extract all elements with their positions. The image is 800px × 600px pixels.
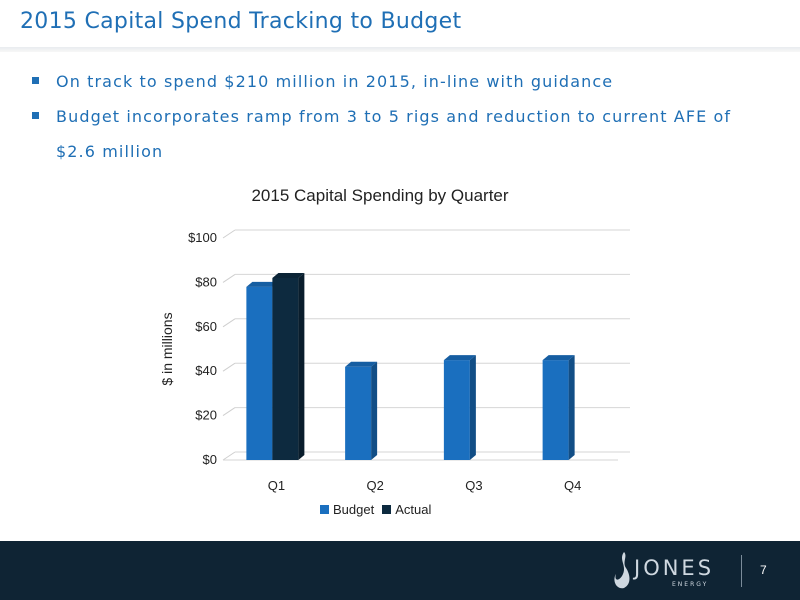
x-tick-label: Q3 [465,478,482,493]
logo-wordmark: JONES [634,556,715,580]
legend-label-actual: Actual [395,502,432,517]
legend-swatch-budget [320,505,329,514]
chart-legend: Budget Actual [320,502,431,517]
title-divider [0,47,800,52]
bullet-text: On track to spend $210 million in 2015, … [56,72,614,91]
x-tick-label: Q4 [564,478,581,493]
bullet-item: Budget incorporates ramp from 3 to 5 rig… [30,99,770,169]
bullet-text: Budget incorporates ramp from 3 to 5 rig… [56,107,732,161]
y-tick-label: $0 [203,452,217,467]
footer-bar: JONES ENERGY 7 [0,541,800,600]
legend-swatch-actual [382,505,392,514]
y-tick-label: $80 [195,274,217,289]
bar-top-budget [542,355,575,361]
y-tick-label: $60 [195,319,217,334]
legend-label-budget: Budget [333,502,375,517]
bar-side-budget [469,355,476,460]
bar-top-budget [246,281,279,287]
legend-item-actual: Actual [382,502,431,517]
x-tick-label: Q1 [268,478,285,493]
gridline-depth [222,407,236,417]
bar-side-budget [568,355,575,460]
y-tick-label: $100 [188,230,217,245]
bullet-square-icon [32,77,39,84]
gridline-depth [222,451,236,461]
bar-budget [246,286,273,460]
page-number: 7 [760,563,767,577]
bar-budget [443,360,470,460]
x-tick-label: Q2 [366,478,383,493]
y-tick-label: $20 [195,408,217,423]
bar-side-budget [371,361,378,460]
bar-top-actual [272,272,305,278]
bar-side-actual [298,272,305,460]
company-logo: JONES ENERGY [610,550,738,592]
bullet-item: On track to spend $210 million in 2015, … [30,64,770,99]
gridline-depth [222,318,236,328]
bullet-list: On track to spend $210 million in 2015, … [30,64,770,169]
y-tick-label: $40 [195,363,217,378]
bar-actual [272,277,299,460]
footer-divider [741,555,742,587]
gridline-depth [222,273,236,283]
bar-top-budget [345,361,378,367]
gridline-depth [222,362,236,372]
bullet-square-icon [32,112,39,119]
bar-budget [542,360,569,460]
legend-item-budget: Budget [320,502,374,517]
slide-title: 2015 Capital Spend Tracking to Budget [20,9,462,34]
logo-swirl-icon [614,552,630,589]
bar-top-budget [443,355,476,361]
y-axis-label: $ in millions [159,312,175,385]
bar-budget [345,366,372,460]
title-bar: 2015 Capital Spend Tracking to Budget [0,0,800,48]
bar-chart: $0 $20 $40 $60 $80 $100 $ in millions Q1 Q2 Q3 Q4 [159,229,630,493]
logo-subtext: ENERGY [672,581,709,588]
gridline-depth [222,229,236,239]
chart-title: 2015 Capital Spending by Quarter [251,186,509,205]
